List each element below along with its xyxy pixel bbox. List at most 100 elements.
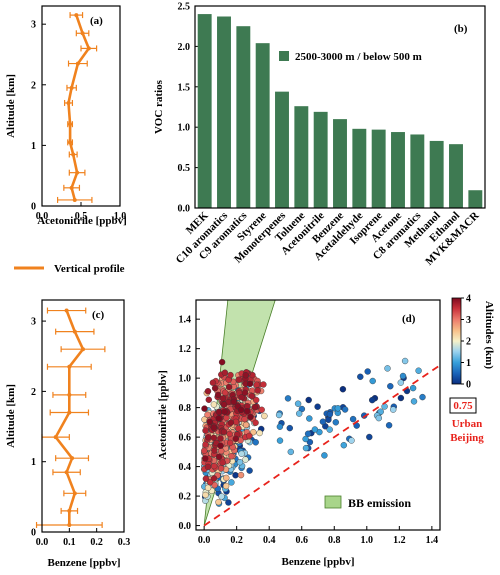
panel-b-bar: [275, 91, 289, 208]
panel-a: 0.0 0.5 1.0 0 1 2 3 (a) Acetonitrile [ppbv] Al…: [5, 5, 127, 227]
colorbar-tick-label: 0: [466, 380, 471, 391]
panel-d-point: [246, 432, 253, 440]
panel-d-point: [219, 395, 227, 402]
panel-d-point: [214, 391, 222, 399]
panel-d-frame: [195, 299, 441, 531]
panel-d-point: [232, 435, 240, 443]
colorbar-tick-label: 4: [466, 294, 471, 305]
panel-d-xtick-label: 1.0: [361, 535, 374, 546]
panel-a-profile-point: [71, 152, 76, 157]
beijing-label: Beijing: [450, 432, 484, 444]
panel-d-point: [226, 439, 234, 447]
panel-d-point: [399, 372, 407, 380]
panel-c-profile-point: [67, 410, 72, 415]
ratio-value: 0.75: [453, 400, 473, 412]
panel-d-point: [221, 389, 229, 396]
colorbar-tick-label: 3: [466, 315, 471, 326]
panel-a-ytick-label: 2: [31, 80, 36, 91]
panel-b-label: (b): [454, 23, 468, 35]
colorbar-label: Altitudes (km): [483, 301, 495, 369]
panel-a-profile-point: [69, 85, 74, 90]
panel-d-point: [228, 453, 235, 460]
panel-d-point: [284, 395, 292, 402]
panel-d-point: [341, 406, 349, 413]
panel-d-point: [215, 498, 222, 506]
panel-d-xtick-label: 1.2: [393, 535, 406, 546]
panel-d-xtick-label: 0.8: [328, 535, 341, 546]
ratio-box: [449, 397, 477, 414]
panel-d-point: [385, 422, 393, 429]
panel-b-bar: [236, 26, 251, 209]
panel-d-plot: [200, 300, 440, 527]
panel-d-point: [390, 406, 397, 413]
panel-c-profile-point: [67, 508, 72, 513]
panel-d-point: [215, 408, 223, 416]
panel-c-label: (c): [92, 309, 105, 321]
colorbar-tick-label: 2: [466, 337, 471, 348]
panel-c-plot: 0.0 0.1 0.2 0.3 0 1 2 3: [31, 307, 131, 548]
panel-d-point: [204, 411, 211, 418]
panel-d-point: [258, 406, 265, 413]
panel-d-point: [334, 405, 342, 412]
panel-b-frame: [194, 5, 486, 209]
panel-c-frame: [41, 299, 125, 533]
panel-a-profile-line: [67, 14, 91, 201]
panel-d-point: [209, 379, 217, 386]
panel-d-point: [205, 396, 213, 403]
panel-d-xlabel: Benzene [ppbv]: [281, 556, 354, 568]
panel-d-xtick-label: 0.0: [198, 535, 211, 546]
panel-c-xtick-label: 0.3: [118, 537, 131, 548]
panel-d-point: [202, 475, 210, 482]
panel-d-point: [228, 479, 235, 486]
panel-a-profile-point: [68, 122, 73, 127]
panel-b-bar: [371, 129, 386, 208]
panel-d-point: [222, 482, 230, 490]
panel-d-point: [242, 456, 249, 463]
panel-b-bar: [468, 190, 483, 208]
panel-d-point: [397, 379, 404, 386]
panel-d-point: [220, 428, 228, 436]
panel-d-point: [306, 438, 314, 446]
panel-d-point: [225, 499, 232, 506]
panel-d-point: [256, 429, 263, 437]
panel-c-profile-point: [72, 491, 77, 496]
panel-d-point: [415, 367, 422, 374]
panel-a-ytick-label: 1: [31, 141, 36, 152]
panel-c-xtick-label: 0.2: [90, 537, 103, 548]
panel-d-ytick-label: 0.4: [179, 462, 192, 473]
panel-d: 0.0 0.2 0.4 0.6 0.8 1.0 1.2 1.4 0.0 0.2 0.4 0.6 0.8 1…: [157, 294, 495, 569]
panel-d-point: [247, 413, 254, 421]
panel-d-point: [381, 403, 388, 410]
panel-d-point: [248, 392, 256, 400]
panel-c-xlabel: Benzene [ppbv]: [47, 557, 120, 569]
panel-d-point: [294, 400, 302, 407]
panel-d-point: [241, 415, 248, 423]
panel-d-point: [375, 414, 382, 422]
panel-d-point: [276, 423, 284, 430]
panel-d-point: [348, 437, 355, 444]
panel-d-point: [364, 368, 371, 375]
panel-c-profile-point: [67, 364, 72, 369]
panel-a-ytick-label: 0: [31, 202, 36, 213]
panel-a-profile-point: [68, 140, 73, 145]
panel-d-point: [210, 462, 218, 470]
panel-d-point: [261, 412, 268, 420]
panel-d-point: [305, 396, 312, 404]
panel-d-point: [410, 398, 418, 405]
panel-d-point: [217, 465, 225, 472]
colorbar: [451, 297, 462, 385]
panel-b-ytick-label: 1.0: [178, 123, 191, 134]
panel-d-point: [232, 472, 239, 479]
panel-d-point: [223, 474, 230, 482]
bb-emission-label: BB emission: [348, 496, 411, 510]
panel-c-profile-point: [53, 435, 58, 440]
panel-d-ytick-label: 0.0: [179, 521, 192, 532]
panel-d-point: [204, 463, 212, 471]
panel-d-point: [218, 493, 225, 500]
panel-d-point: [276, 437, 284, 444]
panel-d-point: [204, 484, 212, 491]
panel-d-ytick-label: 1.2: [179, 344, 192, 355]
panel-d-point: [243, 408, 251, 415]
panel-d-point: [201, 405, 208, 412]
panel-d-point: [369, 377, 376, 385]
